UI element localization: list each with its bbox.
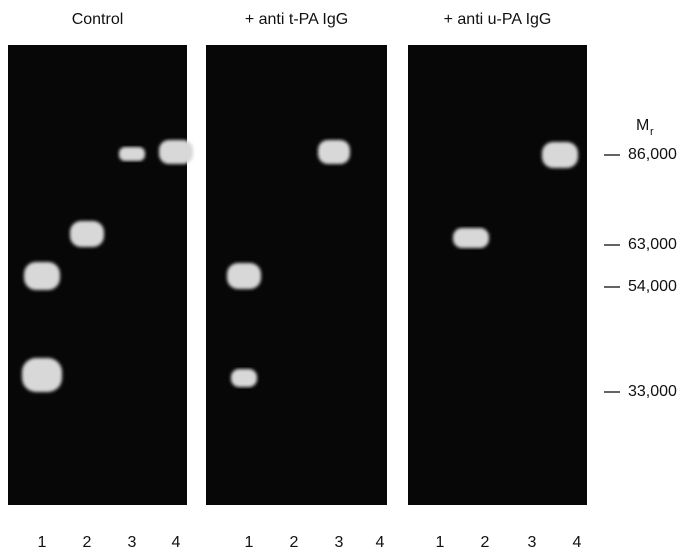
lane-label: 1 (38, 534, 47, 549)
marker-label: 63,000 (628, 236, 677, 253)
band (119, 147, 145, 161)
marker-label: 86,000 (628, 146, 677, 163)
lane-label: 1 (436, 534, 445, 549)
lane-label: 2 (290, 534, 299, 549)
mr-symbol: M (636, 117, 649, 134)
band (22, 358, 62, 392)
lane-label: 4 (172, 534, 181, 549)
lane-label: 2 (83, 534, 92, 549)
panel-title: + anti t-PA IgG (245, 11, 348, 28)
lane-label: 4 (573, 534, 582, 549)
lane-label: 2 (481, 534, 490, 549)
band (159, 140, 193, 164)
band (24, 262, 60, 290)
mr-subscript: r (650, 126, 654, 138)
gel-panel (408, 45, 587, 505)
band (542, 142, 578, 168)
panels: Control 1 2 3 4 + anti t-PA IgG 1 2 3 4 + anti u-P… (8, 11, 587, 549)
gel-figure: Control 1 2 3 4 + anti t-PA IgG 1 2 3 4 + anti u-P… (0, 0, 689, 549)
marker-ticks: 86,000 63,000 54,000 33,000 (604, 146, 677, 400)
band (231, 369, 257, 387)
panel-title: + anti u-PA IgG (444, 11, 552, 28)
marker-label: 54,000 (628, 278, 677, 295)
panel-title: Control (72, 11, 124, 28)
band (70, 221, 104, 247)
lane-label: 1 (245, 534, 254, 549)
lane-label: 3 (335, 534, 344, 549)
marker-label: 33,000 (628, 383, 677, 400)
lane-label: 3 (528, 534, 537, 549)
band (453, 228, 489, 248)
band (318, 140, 350, 164)
marker-scale: M r 86,000 63,000 54,000 33,000 (604, 117, 677, 400)
band (227, 263, 261, 289)
lane-label: 3 (128, 534, 137, 549)
lane-label: 4 (376, 534, 385, 549)
